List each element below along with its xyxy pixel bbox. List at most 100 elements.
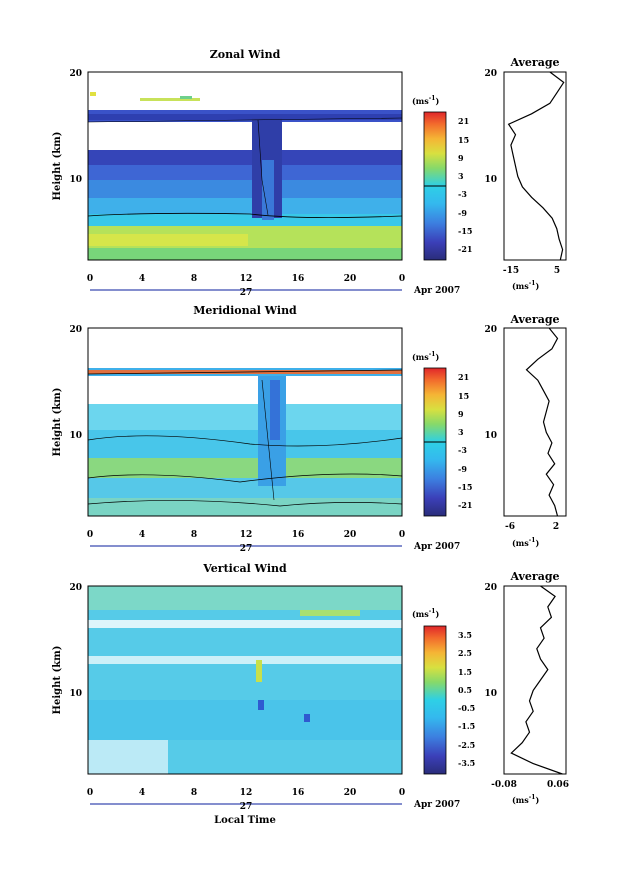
panel-title: Zonal Wind (210, 48, 281, 61)
colorbar-tick: -3 (458, 445, 467, 455)
profile-title: Average (509, 56, 559, 69)
x-tick-label: 0 (87, 274, 93, 284)
x-tick-label: 12 (240, 274, 253, 284)
colorbar-tick: 3 (458, 171, 464, 181)
colorbar-tick: 15 (458, 391, 469, 401)
x-tick-label: 8 (191, 530, 197, 540)
x-tick-label: 12 (240, 530, 253, 540)
colorbar-tick: 1.5 (458, 667, 472, 677)
colorbar-tick: -0.5 (458, 703, 475, 713)
profile-plot: Average 20 10 -6 2 (ms-1) (484, 313, 567, 548)
colorbar-tick: -3.5 (458, 758, 475, 768)
y-axis-label: Height (km) (52, 132, 63, 201)
colorbar: (ms-1) 21 15 9 3 -3 -9 -15 -21 (412, 95, 472, 261)
heatmap-vertical (88, 586, 402, 774)
profile-line-group (525, 327, 559, 517)
profile-line (507, 71, 565, 261)
profile-line-group (507, 71, 565, 261)
colorbar-unit: (ms-1) (412, 351, 439, 362)
date-month-label: Apr 2007 (413, 542, 460, 552)
x-tick-label: 8 (191, 274, 197, 284)
colorbar-unit: (ms-1) (412, 95, 439, 106)
colorbar-tick: 21 (458, 372, 469, 382)
colorbar-tick: -2.5 (458, 740, 475, 750)
profile-x-tick: 2 (553, 522, 559, 532)
profile-unit: (ms-1) (512, 537, 539, 548)
colorbar-tick: -1.5 (458, 721, 475, 731)
x-tick-label: 8 (191, 788, 197, 798)
profile-line (525, 327, 559, 517)
colorbar: (ms-1) 3.5 2.5 1.5 0.5 -0.5 -1.5 -2.5 -3… (412, 608, 475, 775)
heatmap-meridional (88, 328, 402, 516)
x-ticks: 0 4 8 12 16 20 0 (87, 788, 405, 798)
x-tick-label: 12 (240, 788, 253, 798)
panel-meridional: Meridional Wind 0 4 8 12 16 20 0 (52, 304, 567, 554)
date-day-label: 27 (240, 802, 253, 812)
x-tick-label: 4 (139, 788, 145, 798)
profile-x-tick: -0.08 (491, 780, 517, 790)
x-tick-label: 20 (344, 788, 357, 798)
panel-title: Meridional Wind (193, 304, 297, 317)
colorbar-unit: (ms-1) (412, 608, 439, 619)
profile-line-group (510, 585, 563, 775)
x-tick-label: 20 (344, 530, 357, 540)
x-tick-label: 4 (139, 274, 145, 284)
profile-plot: Average 20 10 -15 5 (ms-1) (484, 56, 567, 291)
x-ticks: 0 4 8 12 16 20 0 (87, 530, 405, 540)
panel-title: Vertical Wind (202, 562, 287, 575)
profile-line (510, 585, 563, 775)
y-tick-label: 10 (69, 689, 82, 699)
profile-y-tick: 20 (484, 325, 497, 335)
date-month-label: Apr 2007 (413, 800, 460, 810)
profile-x-tick: 0.06 (547, 780, 569, 790)
colorbar-tick: 9 (458, 409, 464, 419)
colorbar-tick: -9 (458, 208, 467, 218)
y-tick-label: 10 (69, 431, 82, 441)
x-tick-label: 4 (139, 530, 145, 540)
heatmap-zonal (88, 72, 402, 260)
date-month-label: Apr 2007 (413, 286, 460, 296)
colorbar-tick: 2.5 (458, 648, 472, 658)
colorbar-tick: 15 (458, 135, 469, 145)
profile-x-tick: 5 (554, 266, 560, 276)
profile-y-tick: 10 (484, 175, 497, 185)
x-axis-label: Local Time (214, 815, 276, 826)
y-axis-label: Height (km) (52, 646, 63, 715)
date-day-label: 27 (240, 288, 253, 298)
profile-title: Average (509, 313, 559, 326)
colorbar-tick: -21 (458, 244, 472, 254)
x-tick-label: 16 (292, 274, 305, 284)
y-axis-label: Height (km) (52, 388, 63, 457)
colorbar-tick: 3.5 (458, 630, 472, 640)
profile-x-tick: -15 (503, 266, 519, 276)
profile-x-tick: -6 (505, 522, 515, 532)
colorbar: (ms-1) 21 15 9 3 -3 -9 -15 -21 (412, 351, 472, 517)
profile-y-tick: 10 (484, 689, 497, 699)
colorbar-tick: -15 (458, 226, 472, 236)
x-ticks: 0 4 8 12 16 20 0 (87, 274, 405, 284)
y-tick-label: 20 (69, 69, 82, 79)
x-tick-label: 16 (292, 530, 305, 540)
panel-vertical: Vertical Wind 0 4 8 12 16 20 0 27 Apr 20… (52, 562, 569, 826)
x-tick-label: 0 (399, 530, 405, 540)
colorbar-tick: -21 (458, 500, 472, 510)
x-tick-label: 20 (344, 274, 357, 284)
colorbar-tick: 3 (458, 427, 464, 437)
profile-unit: (ms-1) (512, 280, 539, 291)
panel-zonal: Zonal Wind 0 4 8 12 (52, 48, 567, 298)
profile-plot: Average 20 10 -0.08 0.06 (ms-1) (484, 570, 568, 805)
x-tick-label: 0 (399, 274, 405, 284)
profile-y-tick: 10 (484, 431, 497, 441)
x-tick-label: 0 (87, 530, 93, 540)
colorbar-tick: -3 (458, 189, 467, 199)
x-tick-label: 0 (399, 788, 405, 798)
colorbar-tick: 9 (458, 153, 464, 163)
x-tick-label: 16 (292, 788, 305, 798)
y-tick-label: 20 (69, 583, 82, 593)
profile-title: Average (509, 570, 559, 583)
x-tick-label: 0 (87, 788, 93, 798)
profile-y-tick: 20 (484, 583, 497, 593)
colorbar-tick: -9 (458, 464, 467, 474)
colorbar-tick: 0.5 (458, 685, 472, 695)
